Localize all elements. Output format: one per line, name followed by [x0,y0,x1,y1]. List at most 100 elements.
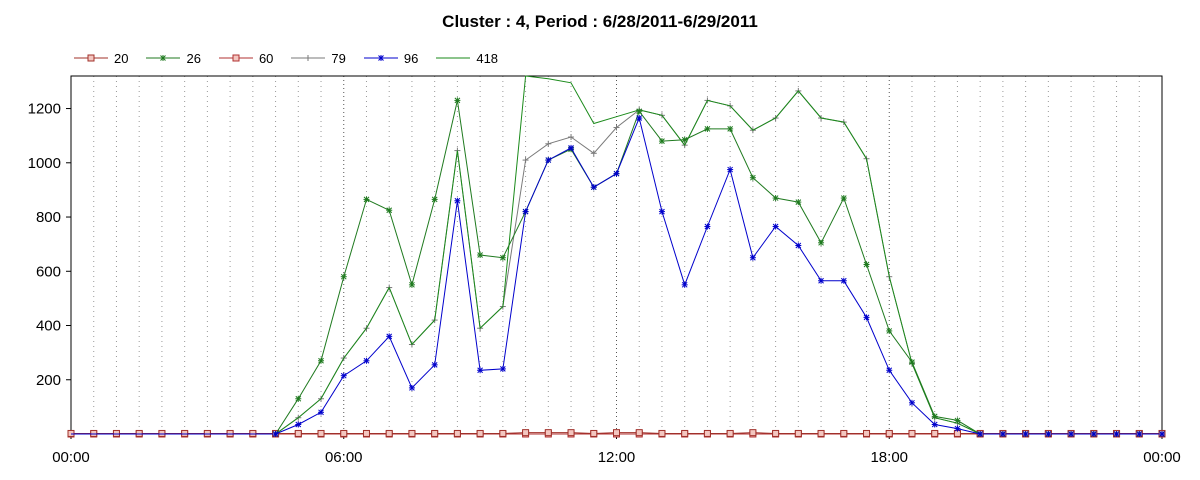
data-point-96 [931,421,938,428]
data-point-20 [681,429,689,437]
legend-swatch [74,54,108,62]
data-point-96 [295,421,302,428]
data-point-20 [476,429,484,437]
x-tick-label: 00:00 [1143,449,1181,466]
y-tick-label: 1200 [28,101,61,118]
data-point-20 [226,429,234,437]
legend-item-20: 20 [74,51,128,66]
data-point-96 [477,367,484,374]
data-point-20 [840,429,848,437]
data-point-96 [340,372,347,379]
data-point-20 [453,429,461,437]
data-point-96 [749,254,756,261]
data-point-20 [90,429,98,437]
data-point-20 [613,429,620,437]
data-point-79 [568,134,575,141]
data-point-20 [590,429,598,437]
legend-item-60: 60 [218,50,274,66]
legend-label: 60 [258,50,274,66]
chart-title: Cluster : 4, Period : 6/28/2011-6/29/201… [442,12,758,31]
legend-label: 418 [476,50,499,66]
data-point-96 [1113,431,1120,437]
y-tick-label: 600 [36,263,61,280]
legend-label: 96 [403,50,419,66]
data-point-96 [727,166,734,173]
data-point-26 [795,199,802,206]
data-point-26 [704,125,711,132]
data-point-20 [794,429,802,437]
data-point-26 [340,273,347,280]
data-point-79 [522,157,529,164]
series-line-79 [71,90,1162,435]
data-point-20 [499,429,507,437]
data-point-20 [772,429,780,437]
data-point-96 [681,281,688,288]
data-point-20 [703,429,711,437]
data-point-96 [658,208,665,215]
data-point-26 [477,252,484,258]
y-tick-label: 1000 [28,155,61,172]
data-point-96 [704,223,711,230]
legend-label: 26 [186,50,201,66]
data-point-20 [135,429,143,437]
legend-item-418: 418 [436,51,498,66]
data-point-96 [1159,431,1165,437]
data-point-96 [772,223,779,230]
data-point-96 [499,365,506,372]
data-point-96 [613,170,620,177]
data-point-20 [431,429,439,437]
data-point-20 [67,429,75,437]
y-tick-label: 400 [36,318,61,335]
data-point-20 [294,429,302,437]
data-point-79 [590,150,597,157]
legend-label: 79 [331,50,346,66]
data-point-20 [158,429,166,437]
data-point-20 [408,429,416,437]
data-point-26 [636,108,643,115]
data-point-96 [818,277,825,284]
series-line-26 [71,100,1162,435]
data-point-26 [408,281,415,288]
data-point-26 [840,195,847,202]
data-point-26 [886,327,893,334]
data-point-96 [408,384,415,391]
data-point-26 [954,417,961,424]
data-point-79 [613,124,620,131]
data-point-96 [1045,431,1052,437]
data-point-96 [795,242,802,249]
data-point-26 [318,357,325,364]
data-point-96 [886,367,893,374]
legend-item-79: 79 [291,50,346,66]
data-point-96 [977,431,984,437]
data-point-96 [1090,431,1097,437]
data-point-20 [885,429,893,437]
data-point-26 [863,261,870,268]
data-point-96 [999,431,1006,437]
data-point-96 [636,115,643,122]
data-point-96 [1022,431,1029,437]
legend-item-96: 96 [363,50,419,66]
data-point-20 [817,429,825,437]
data-point-96 [318,409,325,416]
data-point-26 [727,125,734,132]
data-point-96 [454,197,461,204]
data-point-96 [522,208,529,215]
data-point-20 [749,429,757,437]
data-point-26 [681,136,688,143]
data-point-20 [362,429,370,437]
data-point-96 [1068,431,1075,437]
data-point-26 [931,413,938,420]
data-point-20 [726,429,734,437]
data-point-26 [658,138,665,145]
x-tick-label: 18:00 [870,449,908,466]
data-point-20 [635,429,643,437]
data-point-96 [363,357,370,364]
data-point-96 [863,314,870,321]
data-point-96 [840,277,847,284]
data-point-20 [522,429,530,437]
legend-swatch [218,54,253,62]
data-point-26 [499,254,506,261]
data-point-96 [1136,431,1143,437]
data-point-20 [317,429,325,437]
data-point-79 [545,140,552,147]
